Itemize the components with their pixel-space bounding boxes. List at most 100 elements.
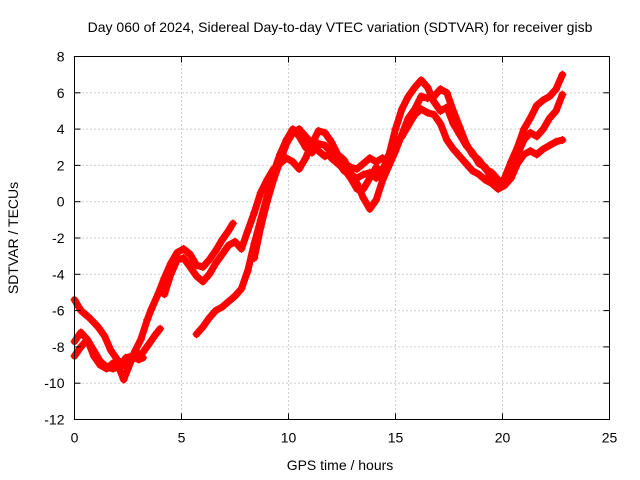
data-point (532, 150, 541, 159)
data-point (365, 154, 374, 163)
data-point (231, 292, 239, 301)
data-point (442, 88, 451, 97)
data-point (468, 148, 477, 157)
data-point (340, 165, 349, 174)
data-point (397, 130, 406, 139)
y-tick-label: 2 (57, 157, 65, 173)
data-point (119, 375, 128, 384)
data-point (372, 195, 381, 204)
data-point (327, 154, 336, 163)
data-point (352, 165, 361, 174)
data-point (365, 174, 374, 183)
grid-lines (74, 56, 610, 420)
data-point (173, 255, 182, 264)
data-point (156, 324, 165, 333)
data-point (173, 248, 182, 257)
y-tick-label: -2 (52, 230, 65, 246)
x-tick-label: 5 (178, 430, 186, 446)
data-point (436, 106, 445, 115)
data-point (96, 361, 105, 370)
data-point (83, 335, 92, 344)
data-point (186, 250, 195, 259)
data-point (552, 85, 560, 94)
data-point (198, 322, 207, 331)
data-point (320, 141, 329, 150)
data-point (295, 125, 304, 134)
data-point (539, 145, 548, 154)
data-point (500, 174, 509, 183)
x-tick-label: 10 (281, 430, 297, 446)
data-point (100, 332, 109, 341)
y-tick-label: -6 (52, 303, 65, 319)
data-point (449, 145, 458, 154)
data-point (430, 110, 439, 119)
data-point (359, 184, 368, 193)
y-tick-label: -10 (44, 375, 64, 391)
data-point (462, 141, 471, 150)
data-point (519, 125, 528, 134)
data-point (308, 139, 317, 148)
data-point (186, 263, 195, 272)
data-point (198, 263, 207, 272)
data-point (94, 322, 103, 331)
data-point (205, 270, 214, 279)
data-point (288, 157, 297, 166)
data-point (113, 355, 122, 364)
series-track-c (70, 219, 237, 384)
data-point (228, 219, 237, 228)
data-point (282, 139, 291, 148)
data-point (436, 119, 445, 128)
data-point (130, 348, 139, 357)
data-point (539, 96, 548, 105)
data-point (526, 114, 535, 123)
data-point (106, 346, 115, 355)
data-point (545, 141, 554, 150)
y-tick-label: -8 (52, 339, 65, 355)
data-point (263, 197, 272, 206)
data-point (198, 277, 207, 286)
series-track-g (327, 70, 567, 193)
series-band (71, 296, 164, 369)
data-point (455, 130, 464, 139)
data-point (218, 250, 227, 259)
data-point (275, 157, 284, 166)
x-axis-tick-labels: 0 5 10 15 20 25 (71, 430, 618, 446)
data-point (134, 355, 143, 364)
x-tick-label: 25 (602, 430, 618, 446)
data-point (513, 143, 522, 152)
data-point (237, 284, 246, 293)
data-point (301, 154, 310, 163)
data-point (359, 194, 368, 203)
data-point (314, 126, 323, 135)
data-point (385, 150, 394, 159)
data-point (436, 85, 445, 94)
data-point (205, 313, 214, 322)
y-axis-title: SDTVAR / TECUs (5, 182, 21, 294)
data-point (256, 188, 265, 197)
data-point (308, 148, 317, 157)
data-point (192, 272, 201, 281)
series-track-f (250, 85, 567, 262)
data-point (205, 255, 214, 264)
x-tick-label: 20 (495, 430, 511, 446)
data-point (532, 101, 541, 110)
data-point (211, 259, 220, 268)
data-point (468, 166, 477, 175)
data-point (301, 143, 310, 152)
data-point (151, 330, 160, 339)
data-point (455, 152, 464, 161)
data-point (494, 183, 503, 192)
data-point (552, 137, 560, 146)
data-point (404, 114, 413, 123)
data-point (423, 83, 432, 92)
data-point (250, 208, 259, 217)
data-point (218, 235, 227, 244)
data-point (410, 83, 419, 92)
chart-title: Day 060 of 2024, Sidereal Day-to-day VTE… (88, 19, 593, 35)
data-point (109, 359, 118, 368)
data-point (192, 330, 201, 339)
data-point (288, 128, 297, 137)
data-point (166, 270, 175, 279)
data-point (391, 125, 400, 134)
